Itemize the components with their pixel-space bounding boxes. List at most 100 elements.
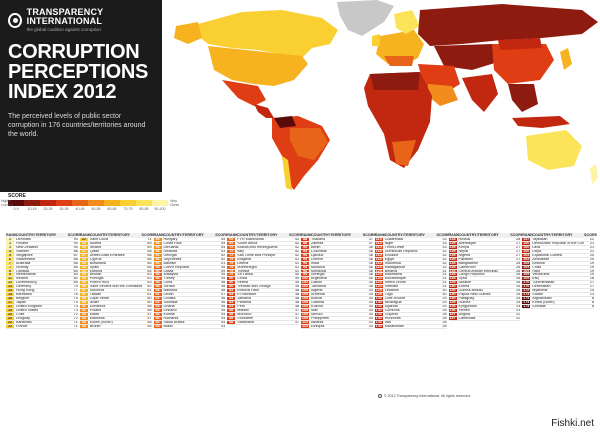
- rank-cell: 113: [301, 320, 309, 324]
- country-cell: Iraq: [532, 277, 539, 281]
- map-mongolia: [498, 38, 542, 50]
- map-china: [492, 44, 554, 84]
- country-cell: Venezuela: [532, 273, 550, 277]
- country-cell: Latvia: [163, 269, 174, 273]
- score-cell: 69: [147, 241, 152, 245]
- ranking-row: 1 New Zealand 90: [6, 245, 78, 250]
- country-cell: Puerto Rico: [89, 281, 110, 285]
- score-cell: 25: [516, 289, 521, 293]
- rank-cell: 27: [79, 249, 88, 253]
- score-cell: 55: [147, 324, 152, 328]
- country-cell: Finland: [16, 241, 29, 245]
- ranking-row: 83 Jamaica 38: [227, 297, 299, 301]
- score-cell: 28: [442, 312, 447, 316]
- ranking-row: 113 Ethiopia 33: [301, 324, 373, 329]
- score-cell: 85: [73, 265, 78, 269]
- rank-cell: 72: [227, 245, 236, 249]
- rank-cell: 20: [6, 316, 14, 320]
- map-australia: [526, 130, 582, 170]
- score-cell: 43: [221, 324, 226, 328]
- rank-cell: 75: [227, 265, 236, 269]
- ranking-row: 123 Mauritania 31: [374, 273, 447, 278]
- map-southern-africa: [392, 140, 416, 166]
- score-cell: 42: [294, 249, 299, 253]
- ranking-row: 51 Seychelles 52: [153, 257, 226, 262]
- country-cell: Serbia: [237, 281, 248, 285]
- ranking-row: 105 Bolivia 34: [301, 297, 373, 301]
- country-cell: Togo: [384, 293, 393, 297]
- rank-cell: 94: [301, 249, 309, 253]
- country-cell: Afghanistan: [532, 297, 552, 301]
- rank-cell: 1: [6, 238, 14, 241]
- ranking-header: RANK COUNTRY/TERRITORY SCORE: [227, 232, 302, 238]
- country-cell: Lebanon: [384, 289, 400, 293]
- rank-cell: 83: [227, 301, 236, 304]
- ranking-row: 165 Chad 19: [522, 265, 594, 270]
- country-cell: Taiwan: [89, 293, 102, 297]
- ranking-row: 150 Paraguay 25: [448, 297, 521, 301]
- score-cell: 22: [589, 238, 594, 241]
- map-southern-europe: [384, 56, 414, 66]
- country-cell: Malta: [89, 312, 99, 316]
- rank-cell: 157: [448, 316, 457, 320]
- rank-cell: 4: [6, 249, 14, 253]
- header-rank: RANK: [227, 232, 238, 237]
- score-cell: 33: [442, 241, 447, 245]
- ranking-row: 105 Mali 34: [301, 308, 373, 313]
- country-cell: Gabon: [311, 281, 323, 285]
- org-name: TRANSPARENCY INTERNATIONAL: [26, 7, 104, 26]
- country-cell: Estonia: [89, 269, 103, 273]
- country-cell: Cape Verde: [89, 297, 110, 301]
- score-cell: 37: [294, 316, 299, 320]
- score-cell: 73: [73, 308, 78, 312]
- copyright-text: © 2012 Transparency International. All r…: [384, 394, 471, 398]
- country-cell: FYR Macedonia: [237, 238, 264, 241]
- score-cell: 22: [516, 316, 521, 320]
- legend-tick: 70-79: [123, 207, 133, 211]
- header-score: SCORE: [584, 232, 598, 237]
- country-cell: Nepal: [458, 249, 469, 253]
- country-cell: Ethiopia: [311, 324, 325, 328]
- title-line-3: INDEX 2012: [8, 81, 117, 103]
- score-cell: 37: [368, 238, 373, 241]
- score-cell: 33: [442, 245, 447, 249]
- rank-cell: 123: [374, 281, 383, 285]
- score-cell: 42: [294, 245, 299, 249]
- ranking-row: 160 Libya 21: [522, 249, 594, 254]
- rank-cell: 88: [227, 308, 236, 312]
- score-cell: 8: [591, 297, 594, 301]
- score-cell: 38: [294, 289, 299, 293]
- country-cell: Yemen: [458, 308, 470, 312]
- country-cell: Jordan: [163, 285, 175, 289]
- rank-cell: 66: [153, 316, 162, 320]
- ranking-header: RANK COUNTRY/TERRITORY SCORE: [522, 232, 598, 238]
- ranking-row: 25 Ireland 69: [79, 245, 152, 250]
- ranking-row: 22 France 71: [6, 324, 78, 329]
- country-cell: Australia: [16, 261, 31, 265]
- rank-cell: 163: [522, 257, 531, 261]
- rank-cell: 58: [153, 289, 162, 293]
- score-cell: 8: [591, 301, 594, 304]
- country-cell: Norway: [16, 265, 29, 269]
- map-russia: [418, 4, 598, 46]
- ranking-row: 37 Taiwan 61: [79, 293, 152, 298]
- rank-cell: 102: [301, 281, 309, 285]
- country-cell: Rwanda: [163, 249, 178, 253]
- ranking-row: 150 Eritrea 25: [448, 285, 521, 290]
- ranking-header: RANK COUNTRY/TERRITORY SCORE: [79, 232, 155, 238]
- ranking-row: 105 Mexico 34: [301, 312, 373, 317]
- ranking-row: 43 Mauritius 57: [79, 316, 152, 321]
- ranking-row: 154 Kyrgyzstan 24: [448, 304, 521, 309]
- ranking-row: 157 Tajikistan 22: [522, 238, 594, 242]
- score-cell: 37: [294, 308, 299, 312]
- country-cell: Cameroon: [458, 265, 476, 269]
- legend-tick: 10-19: [27, 207, 37, 211]
- rank-cell: 144: [448, 273, 457, 277]
- score-cell: 34: [368, 304, 373, 308]
- ranking-row: 144 Congo Republic 26: [448, 273, 521, 278]
- header-rank: RANK: [79, 232, 91, 237]
- score-cell: 19: [589, 265, 594, 269]
- score-cell: 49: [221, 269, 226, 273]
- ranking-row: 83 Panama 38: [227, 301, 299, 305]
- country-cell: Costa Rica: [163, 241, 182, 245]
